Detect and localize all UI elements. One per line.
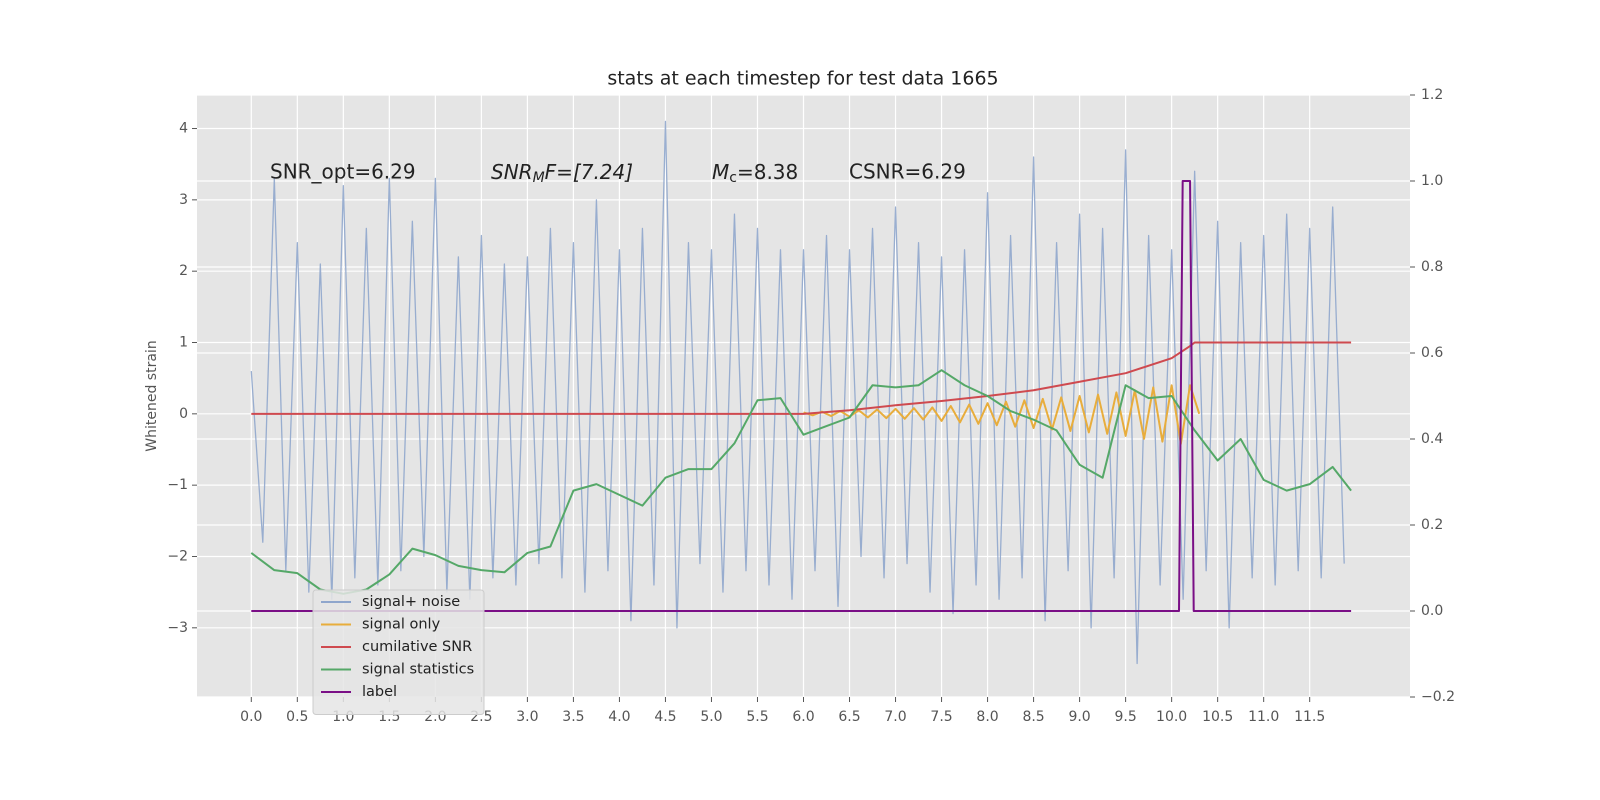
annotation-part: c — [729, 170, 737, 186]
y2-tick-label: 1.0 — [1421, 173, 1443, 189]
y2-tick-label: 0.6 — [1421, 345, 1443, 361]
annotation-part: SNR — [491, 160, 533, 184]
x-tick-label: 4.5 — [654, 709, 676, 725]
y2-tick-label: 0.2 — [1421, 517, 1443, 533]
series-line — [250, 369, 1352, 595]
legend-label: label — [362, 684, 397, 700]
legend: signal+ noise signal only cumilative SNR si… — [312, 589, 485, 715]
x-tick-label: 9.0 — [1068, 709, 1090, 725]
x-tick-label: 9.5 — [1114, 709, 1136, 725]
x-tick-label: 7.0 — [884, 709, 906, 725]
series-line — [251, 180, 1352, 612]
x-tick-label: 5.5 — [746, 709, 768, 725]
x-tick-label: 10.5 — [1202, 709, 1233, 725]
x-tick-label: 7.5 — [930, 709, 952, 725]
y2-tick-label: 0.8 — [1421, 259, 1443, 275]
annotation: CSNR=6.29 — [849, 160, 966, 184]
annotation-part: F=[7.24] — [545, 160, 633, 184]
y2-tick-label: 0.0 — [1421, 603, 1443, 619]
axes: 0.0 0.5 1.0 1.5 2.0 2.5 3.0 3.5 4.0 4.5 5.0 5.5 6.0 6… — [167, 87, 1455, 725]
y-tick-label: 0 — [179, 406, 188, 422]
x-tick-label: 10.0 — [1156, 709, 1187, 725]
x-tick-label: 6.0 — [792, 709, 814, 725]
annotation-part: M — [533, 170, 545, 186]
x-tick-label: 3.0 — [516, 709, 538, 725]
annotation: Mc=8.38 — [712, 160, 798, 187]
y-axis-label: Whitened strain — [144, 340, 160, 451]
legend-label: signal statistics — [362, 662, 474, 678]
x-tick-label: 6.5 — [838, 709, 860, 725]
x-tick-label: 4.0 — [608, 709, 630, 725]
annotations: SNR_opt=6.29 SNRMF=[7.24] Mc=8.38 CSNR=6.29 — [270, 160, 966, 187]
annotation: SNRMF=[7.24] — [491, 160, 633, 187]
x-tick-label: 3.5 — [562, 709, 584, 725]
y2-tick-label: 0.4 — [1421, 431, 1443, 447]
x-tick-label: 8.0 — [976, 709, 998, 725]
y-tick-label: 1 — [179, 335, 188, 351]
legend-label: cumilative SNR — [362, 639, 472, 655]
series-line — [251, 341, 1352, 415]
x-tick-label: 11.5 — [1294, 709, 1325, 725]
y-tick-label: −3 — [167, 620, 188, 636]
x-tick-label: 0.5 — [286, 709, 308, 725]
plot-area — [250, 120, 1352, 665]
y-tick-label: 2 — [179, 263, 188, 279]
legend-label: signal only — [362, 617, 441, 633]
y2-tick-label: −0.2 — [1421, 689, 1455, 705]
annotation-part: M — [712, 160, 729, 184]
annotation: SNR_opt=6.29 — [270, 160, 416, 184]
x-tick-label: 8.5 — [1022, 709, 1044, 725]
y2-tick-label: 1.2 — [1421, 87, 1443, 103]
chart-title: stats at each timestep for test data 166… — [607, 68, 998, 90]
x-tick-label: 0.0 — [240, 709, 262, 725]
y-tick-label: 3 — [179, 192, 188, 208]
x-tick-label: 5.0 — [700, 709, 722, 725]
annotation-part: =8.38 — [737, 160, 798, 184]
legend-label: signal+ noise — [362, 594, 460, 610]
legend-box — [312, 589, 485, 715]
y-tick-label: −2 — [167, 548, 188, 564]
y-tick-label: −1 — [167, 477, 188, 493]
x-tick-label: 11.0 — [1248, 709, 1279, 725]
series-line — [803, 384, 1201, 445]
y-tick-label: 4 — [179, 121, 188, 137]
